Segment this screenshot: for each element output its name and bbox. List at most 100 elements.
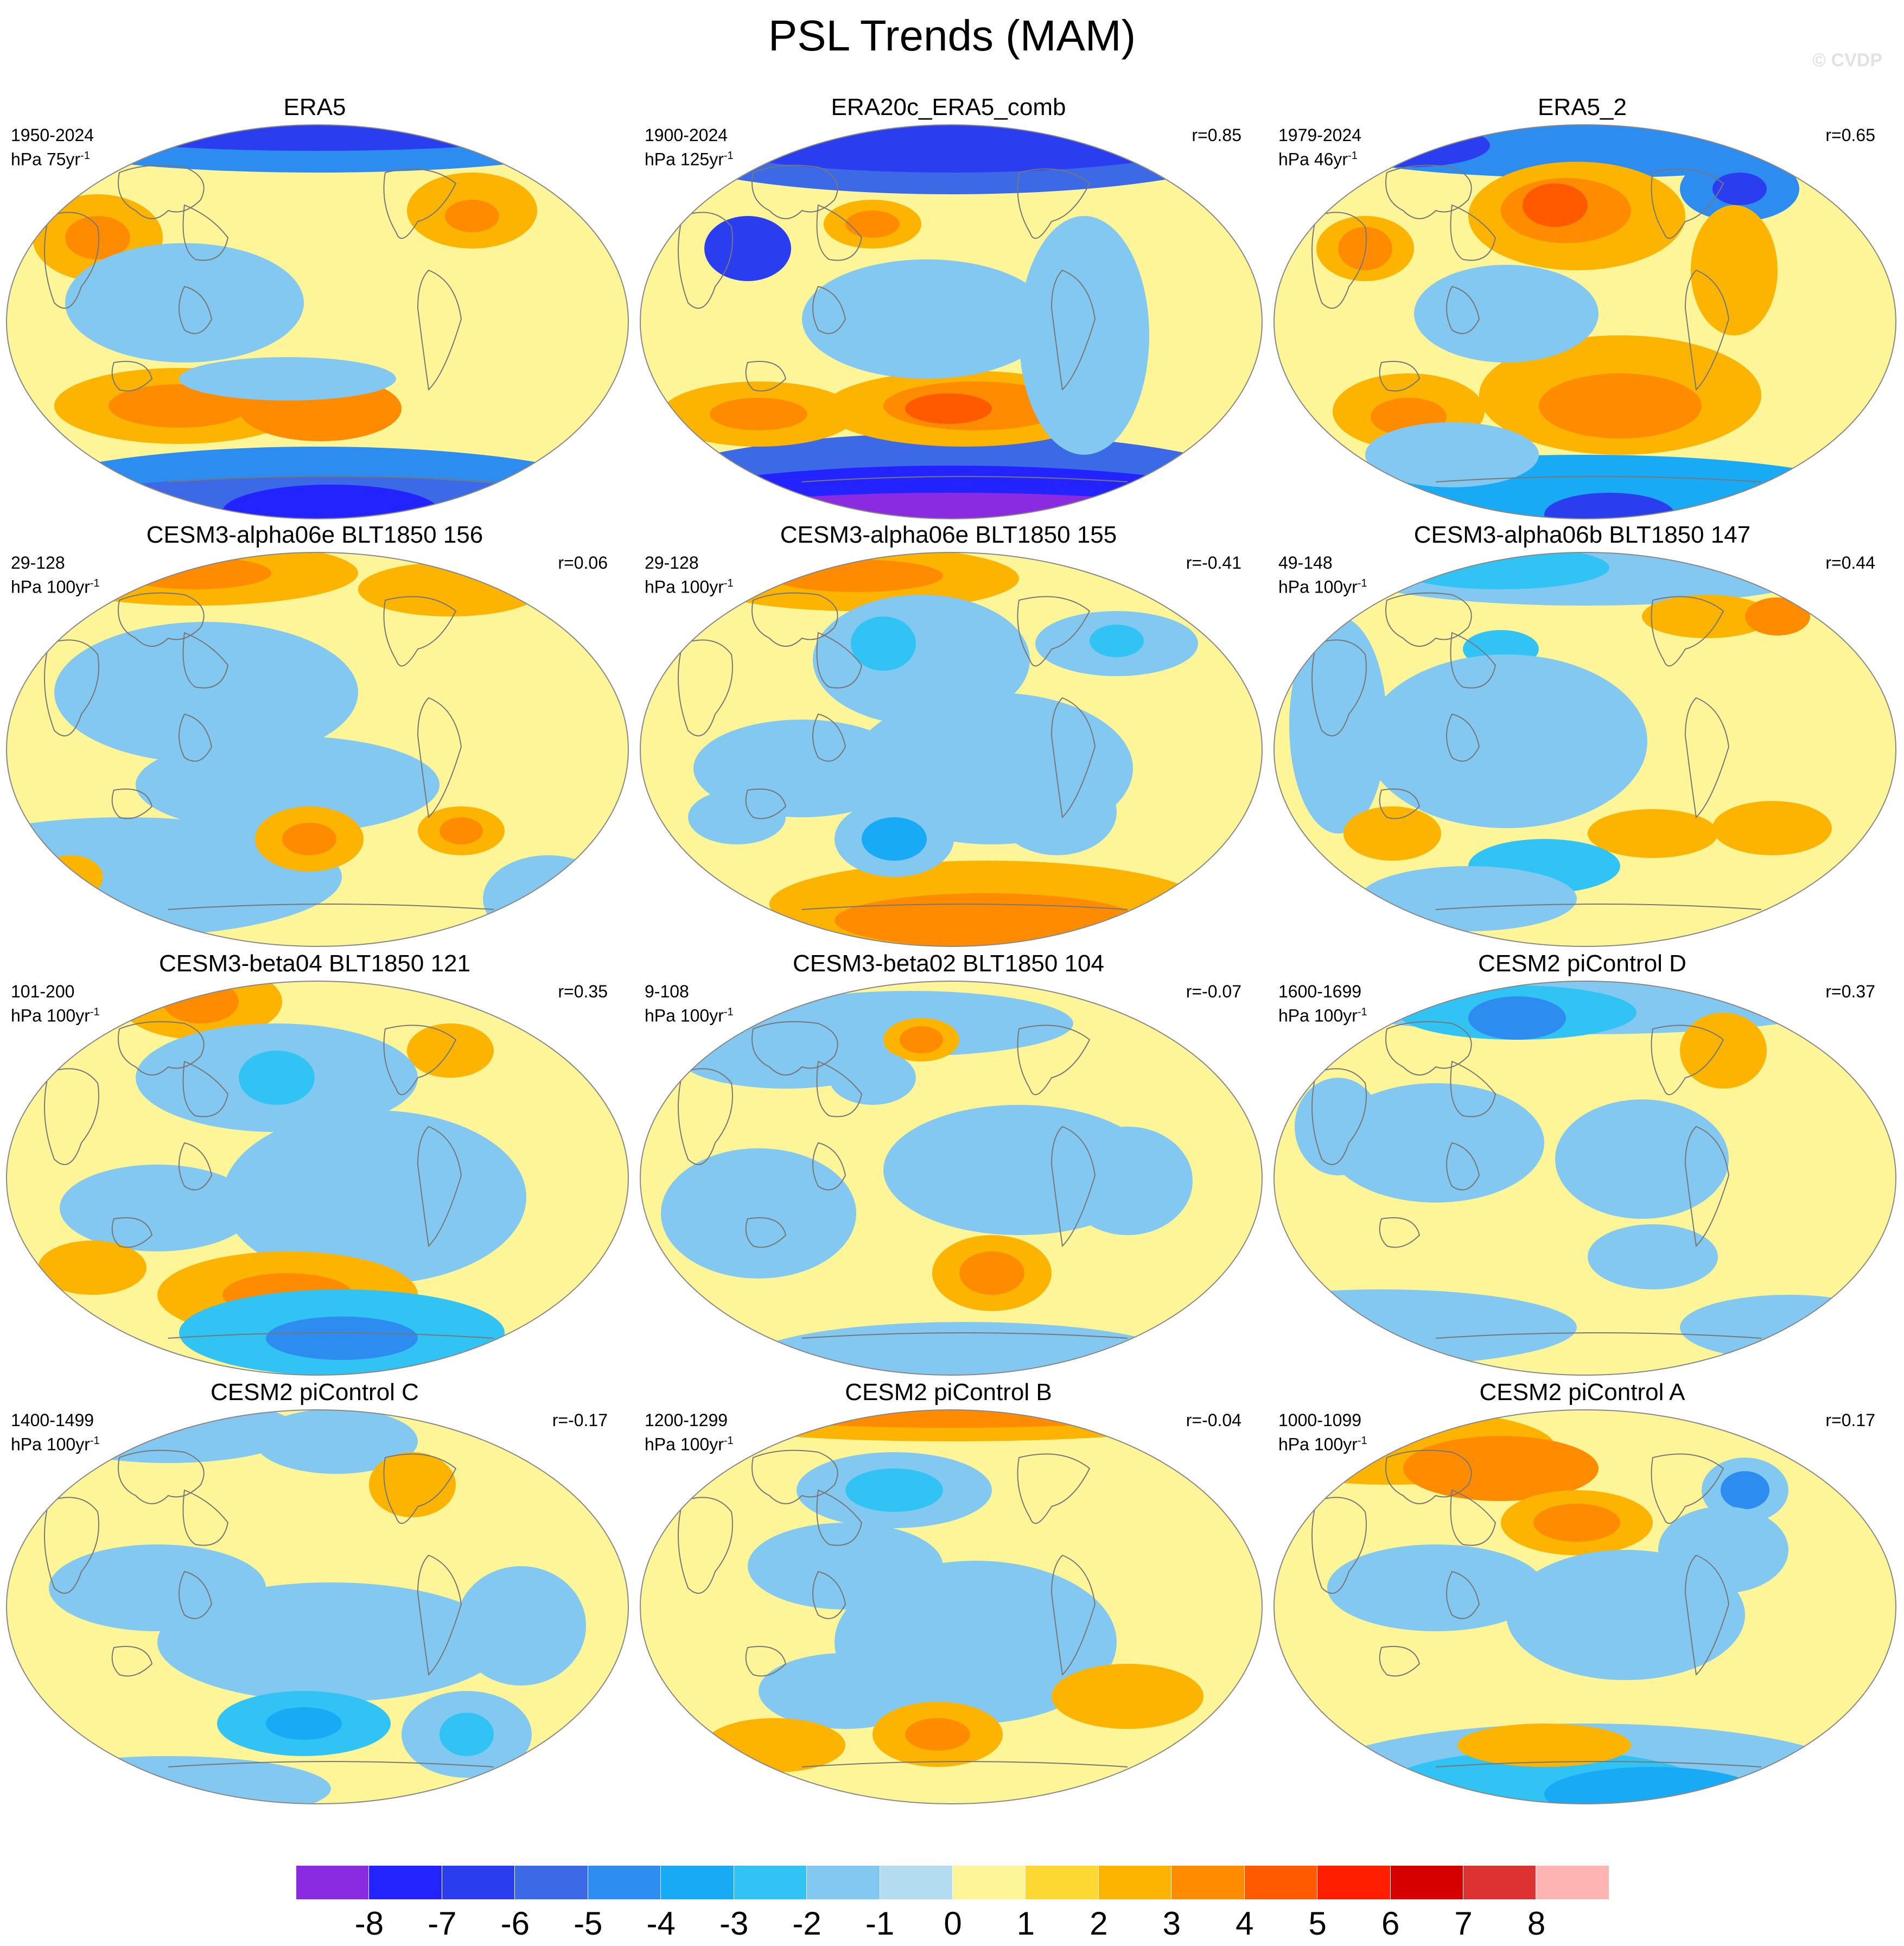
coastline — [111, 361, 153, 392]
coastline — [111, 1217, 153, 1248]
trend-contour — [1090, 625, 1144, 657]
coastline — [1017, 168, 1091, 239]
map-panel: ERA5_2 1979-2024 hPa 46yr-1 r=0.65 — [1268, 93, 1897, 522]
panel-meta: 1600-1699 hPa 100yr-1 — [1278, 981, 1367, 1026]
trend-contour — [1555, 1099, 1729, 1219]
colorbar-box — [1463, 1866, 1537, 1899]
trend-contour — [802, 259, 1052, 379]
map-border — [640, 981, 1263, 1376]
panel-units-exponent: -1 — [723, 1435, 734, 1447]
map-panel: CESM2 piControl A 1000-1099 hPa 100yr-1 r=0… — [1268, 1378, 1897, 1807]
colorbar-box — [296, 1866, 370, 1899]
panel-meta: 1000-1099 hPa 100yr-1 — [1278, 1410, 1367, 1455]
map-svg — [640, 552, 1263, 947]
coastline — [752, 164, 838, 219]
coastline — [168, 476, 494, 482]
map-panel: CESM2 piControl D 1600-1699 hPa 100yr-1 r=0… — [1268, 950, 1897, 1378]
coastline — [1684, 697, 1730, 819]
map-panel: CESM3-beta04 BLT1850 121 101-200 hPa 100yr… — [0, 950, 629, 1378]
trend-contour — [65, 216, 130, 259]
map-panel: CESM3-alpha06b BLT1850 147 49-148 hPa 100y… — [1268, 521, 1897, 950]
trend-contour — [1327, 125, 1490, 167]
colorbar-box — [734, 1866, 807, 1899]
psl-trend-map — [1273, 551, 1897, 947]
panel-title: CESM2 piControl B — [845, 1379, 1052, 1406]
trend-contour — [222, 485, 440, 519]
coastline — [816, 1489, 863, 1546]
trend-contour — [1365, 654, 1647, 828]
coastline — [1311, 1497, 1367, 1594]
panel-period: 9-108 — [645, 982, 689, 1001]
colorbar-tick-label: -3 — [719, 1905, 749, 1942]
trend-contour — [255, 1410, 418, 1474]
psl-trend-map — [639, 1409, 1263, 1805]
colorbar-box — [515, 1866, 588, 1899]
trend-contour — [1052, 1664, 1203, 1729]
panel-period: 1200-1299 — [645, 1410, 728, 1430]
panel-units: hPa 100yr — [11, 1006, 90, 1026]
panel-title: CESM3-alpha06e BLT1850 156 — [146, 522, 483, 548]
trend-contour — [661, 1148, 856, 1279]
coastline — [1435, 904, 1762, 910]
map-svg — [6, 552, 629, 947]
map-svg — [6, 981, 629, 1376]
coastline — [678, 212, 733, 309]
map-svg — [1273, 124, 1896, 519]
coastline — [1651, 1025, 1724, 1096]
coastline — [1435, 1761, 1762, 1767]
coastline — [1651, 168, 1724, 239]
coastline — [1435, 1332, 1762, 1339]
trend-contour — [440, 1713, 494, 1756]
trend-contour — [1365, 422, 1539, 487]
coastline — [1684, 1125, 1730, 1248]
coastline — [168, 1761, 494, 1767]
trend-contour — [1533, 1504, 1620, 1542]
trend-contour — [1506, 1550, 1745, 1680]
coastline — [118, 592, 205, 647]
panel-period: 1979-2024 — [1278, 125, 1362, 145]
panel-meta: 9-108 hPa 100yr-1 — [645, 981, 734, 1026]
panel-units: hPa 100yr — [645, 577, 724, 597]
trend-contour — [1539, 373, 1702, 438]
panel-units-exponent: -1 — [90, 1006, 100, 1018]
trend-contour — [905, 1718, 970, 1751]
trend-contour — [1691, 205, 1778, 335]
coastline — [111, 788, 153, 819]
panel-correlation: r=0.35 — [558, 982, 608, 1001]
coastline — [745, 788, 787, 819]
map-border — [1273, 1409, 1896, 1804]
trend-contour — [1062, 1127, 1193, 1235]
coastline — [1651, 596, 1724, 667]
panel-units: hPa 100yr — [645, 1006, 724, 1026]
trend-contour — [1414, 265, 1599, 363]
panel-meta: 1400-1499 hPa 100yr-1 — [11, 1410, 100, 1455]
colorbar-tick-label: 8 — [1527, 1905, 1546, 1942]
panel-units-exponent: -1 — [1357, 1006, 1367, 1018]
coastline — [417, 1125, 462, 1248]
map-svg — [6, 124, 629, 519]
panel-meta: 49-148 hPa 100yr-1 — [1278, 552, 1367, 597]
coastline — [179, 1570, 213, 1619]
coastline — [678, 639, 733, 736]
map-panel: ERA20c_ERA5_comb 1900-2024 hPa 125yr-1 r=0.… — [634, 93, 1263, 522]
coastline — [1435, 476, 1762, 482]
trend-contour — [680, 125, 1222, 173]
coastline — [1311, 639, 1367, 736]
colorbar-tick-label: -7 — [428, 1905, 457, 1942]
trend-contour — [1712, 173, 1767, 205]
coastline — [168, 1332, 494, 1339]
coastline — [44, 1068, 99, 1165]
trend-contour — [222, 1110, 526, 1284]
psl-trend-map — [5, 1409, 629, 1805]
trend-contour — [68, 125, 567, 151]
colorbar-box — [1171, 1866, 1245, 1899]
coastline — [1379, 361, 1421, 392]
map-svg — [640, 981, 1263, 1376]
panel-title: CESM3-beta02 BLT1850 104 — [793, 950, 1104, 977]
coastline — [383, 168, 457, 239]
map-panel: CESM2 piControl C 1400-1499 hPa 100yr-1 r=-… — [0, 1378, 629, 1807]
colorbar-box — [880, 1866, 953, 1899]
colorbar-tick-label: 1 — [1016, 1905, 1035, 1942]
coastline — [168, 904, 494, 910]
coastline — [182, 632, 229, 689]
